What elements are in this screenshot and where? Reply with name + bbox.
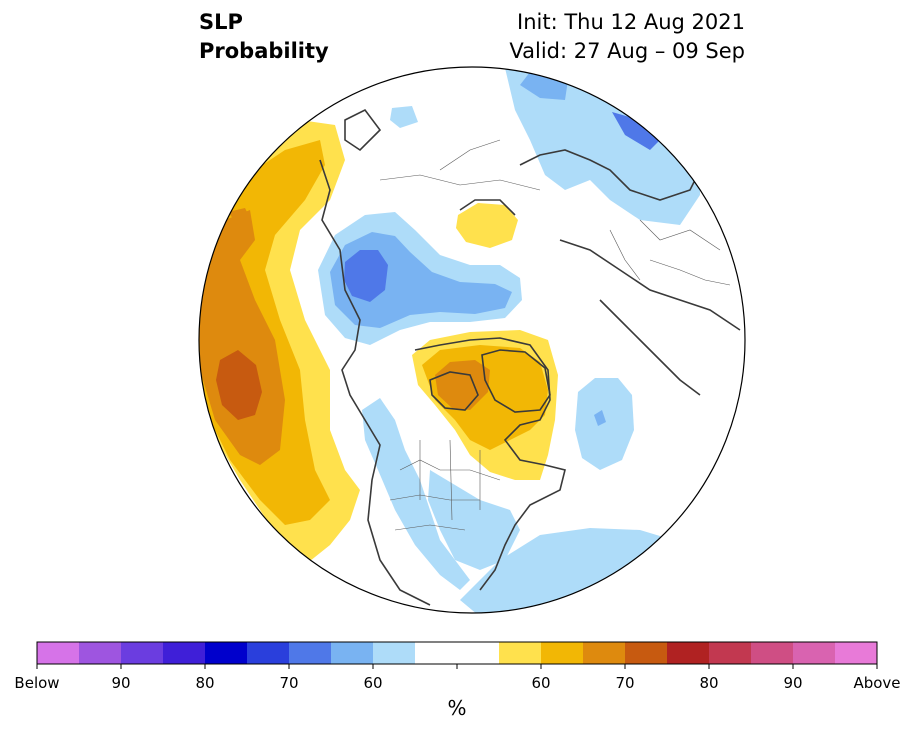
colorbar-cell	[667, 642, 710, 664]
shade-below-65-atlantic	[594, 410, 606, 426]
valid-range: Valid: 27 Aug – 09 Sep	[509, 39, 745, 63]
colorbar-cell	[793, 642, 836, 664]
colorbar-cell	[499, 642, 542, 664]
shade-below-60-atlantic	[575, 378, 634, 470]
chart-title: SLP Probability	[199, 8, 329, 66]
colorbar-cell	[37, 642, 80, 664]
shade-above-70-pacific	[199, 210, 285, 465]
colorbar-tick-label: 60	[531, 674, 551, 692]
title-variable: SLP	[199, 10, 243, 34]
colorbar-tick-label: 70	[279, 674, 299, 692]
colorbar-cell	[205, 642, 248, 664]
colorbar-cell	[415, 642, 458, 664]
shade-above-60-siberia	[456, 203, 518, 248]
colorbar-cell	[79, 642, 122, 664]
colorbar-cell	[247, 642, 290, 664]
colorbar-tick-label: 70	[615, 674, 635, 692]
colorbar-unit: %	[447, 696, 467, 720]
colorbar-cell	[163, 642, 206, 664]
colorbar-tick-label: 90	[783, 674, 803, 692]
polar-map	[198, 66, 746, 614]
title-quantity: Probability	[199, 39, 329, 63]
political-borders	[379, 139, 731, 531]
colorbar-tick-label: 80	[699, 674, 719, 692]
colorbar-cell	[457, 642, 500, 664]
colorbar-cell	[289, 642, 332, 664]
colorbar-cell	[541, 642, 584, 664]
colorbar-tick-label: 60	[363, 674, 383, 692]
chart-dates: Init: Thu 12 Aug 2021 Valid: 27 Aug – 09…	[509, 8, 745, 66]
shade-below-60-namerica-west	[362, 398, 470, 590]
shade-below-70-arctic	[344, 250, 388, 302]
init-date: Init: Thu 12 Aug 2021	[517, 10, 745, 34]
colorbar-cell	[121, 642, 164, 664]
colorbar-cell	[331, 642, 374, 664]
colorbar-cell	[373, 642, 416, 664]
colorbar-tick-label: Below	[14, 674, 60, 692]
coastlines	[319, 108, 741, 606]
colorbar-cell	[625, 642, 668, 664]
colorbar-cell	[835, 642, 878, 664]
shade-above-75-pacific	[216, 350, 262, 420]
colorbar-tick-label: 90	[111, 674, 131, 692]
colorbar-tick-label: 80	[195, 674, 215, 692]
shade-below-60-eurasia-west	[390, 106, 418, 128]
colorbar-cell	[751, 642, 794, 664]
shade-above-70-pacific-small	[228, 208, 252, 228]
globe-outline	[198, 66, 746, 614]
colorbar-cell	[709, 642, 752, 664]
colorbar-cell	[583, 642, 626, 664]
shade-below-60-namerica-east	[428, 470, 520, 570]
colorbar-tick-label: Above	[853, 674, 901, 692]
colorbar	[36, 641, 878, 669]
shade-below-70-eurasia	[612, 112, 660, 150]
map-content	[199, 67, 745, 613]
